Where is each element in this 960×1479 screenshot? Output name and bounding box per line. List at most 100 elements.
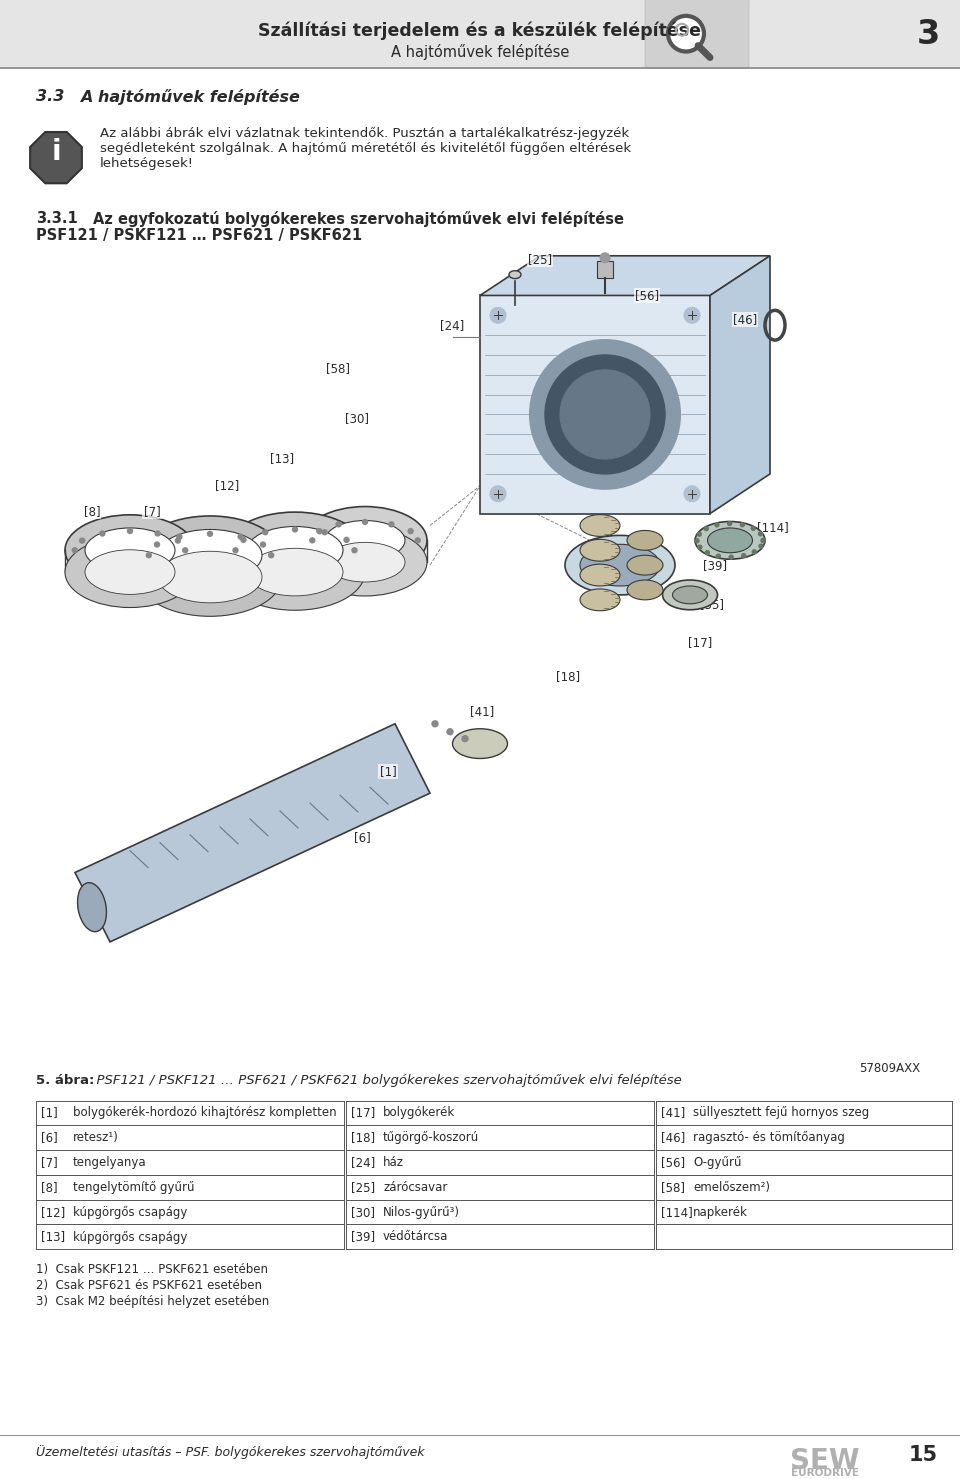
Circle shape — [336, 522, 341, 527]
Circle shape — [389, 522, 394, 527]
Text: [1]: [1] — [379, 765, 396, 778]
Circle shape — [751, 527, 756, 531]
Text: [24]: [24] — [440, 318, 464, 331]
Circle shape — [684, 308, 700, 324]
Circle shape — [263, 529, 268, 535]
Circle shape — [432, 720, 438, 726]
Text: PSF121 / PSKF121 … PSF621 / PSKF621 bolygókerekes szervohajtóművek elvi felépíté: PSF121 / PSKF121 … PSF621 / PSKF621 boly… — [88, 1074, 682, 1087]
Text: [114]: [114] — [757, 521, 789, 534]
Text: [56]: [56] — [635, 288, 660, 302]
Text: védőtárcsa: védőtárcsa — [383, 1231, 448, 1244]
Circle shape — [177, 534, 181, 540]
Text: süllyesztett fejű hornyos szeg: süllyesztett fejű hornyos szeg — [693, 1106, 869, 1120]
Circle shape — [695, 538, 699, 543]
Circle shape — [753, 550, 756, 553]
Text: 2)  Csak PSF621 és PSKF621 esetében: 2) Csak PSF621 és PSKF621 esetében — [36, 1279, 262, 1293]
Text: ház: ház — [383, 1157, 404, 1168]
Ellipse shape — [85, 528, 175, 572]
Polygon shape — [710, 256, 770, 513]
Text: [18]: [18] — [351, 1131, 375, 1145]
Circle shape — [490, 485, 506, 501]
Text: [41]: [41] — [661, 1106, 685, 1120]
Text: A hajtóművek felépítése: A hajtóművek felépítése — [80, 89, 300, 105]
Text: Nilos-gyűrű³): Nilos-gyűrű³) — [383, 1205, 460, 1219]
Ellipse shape — [627, 580, 663, 600]
Text: segédleteként szolgálnak. A hajtómű méretétől és kivitelétől függően eltérések: segédleteként szolgálnak. A hajtómű mére… — [100, 142, 631, 155]
Text: 3.3: 3.3 — [36, 89, 64, 104]
Ellipse shape — [65, 537, 195, 608]
Bar — [0, 0, 960, 68]
Text: [6]: [6] — [353, 831, 371, 845]
Circle shape — [182, 547, 188, 553]
Circle shape — [176, 538, 180, 543]
Text: [1]: [1] — [41, 1106, 58, 1120]
Text: [6]: [6] — [41, 1131, 58, 1145]
Circle shape — [269, 553, 274, 558]
Polygon shape — [597, 260, 613, 278]
Ellipse shape — [138, 538, 282, 617]
Text: O-gyűrű: O-gyűrű — [693, 1157, 741, 1168]
Text: [56]: [56] — [661, 1157, 685, 1168]
Circle shape — [241, 537, 246, 543]
Text: [17]: [17] — [351, 1106, 375, 1120]
Circle shape — [716, 555, 720, 558]
Ellipse shape — [673, 586, 708, 603]
Text: [17]: [17] — [688, 636, 712, 649]
Text: [39]: [39] — [703, 559, 727, 572]
Text: [13]: [13] — [41, 1231, 65, 1244]
Ellipse shape — [78, 883, 107, 932]
Text: Üzemeltetési utasítás – PSF. bolygókerekes szervohajtóművek: Üzemeltetési utasítás – PSF. bolygókerek… — [36, 1445, 424, 1458]
Ellipse shape — [627, 555, 663, 575]
Ellipse shape — [158, 552, 262, 603]
Circle shape — [233, 547, 238, 553]
Circle shape — [447, 729, 453, 735]
Circle shape — [415, 538, 420, 543]
Text: 3.3.1: 3.3.1 — [36, 211, 78, 226]
Text: [12]: [12] — [41, 1205, 65, 1219]
Ellipse shape — [662, 580, 717, 609]
Ellipse shape — [158, 529, 262, 581]
Text: ragasztó- és tömítőanyag: ragasztó- és tömítőanyag — [693, 1131, 845, 1145]
Circle shape — [560, 370, 650, 458]
Ellipse shape — [627, 531, 663, 550]
Circle shape — [363, 519, 368, 525]
Text: PSF121 / PSKF121 … PSF621 / PSKF621: PSF121 / PSKF121 … PSF621 / PSKF621 — [36, 228, 362, 243]
Ellipse shape — [138, 516, 282, 595]
Circle shape — [530, 340, 680, 488]
Circle shape — [761, 538, 765, 543]
Circle shape — [238, 534, 243, 540]
Text: 1)  Csak PSKF121 … PSKF621 esetében: 1) Csak PSKF121 … PSKF621 esetében — [36, 1263, 268, 1276]
Text: [8]: [8] — [84, 506, 100, 518]
Text: [58]: [58] — [661, 1180, 685, 1194]
Circle shape — [759, 544, 763, 549]
Ellipse shape — [65, 515, 195, 586]
Ellipse shape — [452, 729, 508, 759]
Circle shape — [670, 18, 702, 50]
Text: 5. ábra:: 5. ábra: — [36, 1074, 94, 1087]
Circle shape — [408, 528, 413, 534]
Circle shape — [742, 553, 746, 558]
Text: SEW: SEW — [790, 1446, 859, 1475]
Circle shape — [728, 522, 732, 525]
Text: i: i — [51, 138, 60, 166]
Text: 57809AXX: 57809AXX — [859, 1062, 920, 1075]
Text: [30]: [30] — [345, 413, 369, 424]
Text: tűgörgő-koszorú: tűgörgő-koszorú — [383, 1131, 479, 1145]
Text: [46]: [46] — [732, 312, 757, 325]
Circle shape — [715, 524, 719, 527]
Circle shape — [344, 537, 349, 543]
Ellipse shape — [580, 563, 620, 586]
Circle shape — [128, 528, 132, 534]
Ellipse shape — [580, 589, 620, 611]
Ellipse shape — [580, 544, 660, 586]
Circle shape — [100, 531, 105, 535]
Ellipse shape — [325, 543, 405, 583]
Ellipse shape — [708, 528, 753, 553]
Text: zárócsavar: zárócsavar — [383, 1180, 447, 1194]
Text: [8]: [8] — [41, 1180, 58, 1194]
Text: kúpgörgős csapágy: kúpgörgős csapágy — [73, 1231, 187, 1244]
Text: [13]: [13] — [270, 451, 294, 464]
Ellipse shape — [303, 528, 427, 596]
Circle shape — [758, 532, 762, 535]
Text: [7]: [7] — [144, 506, 160, 518]
